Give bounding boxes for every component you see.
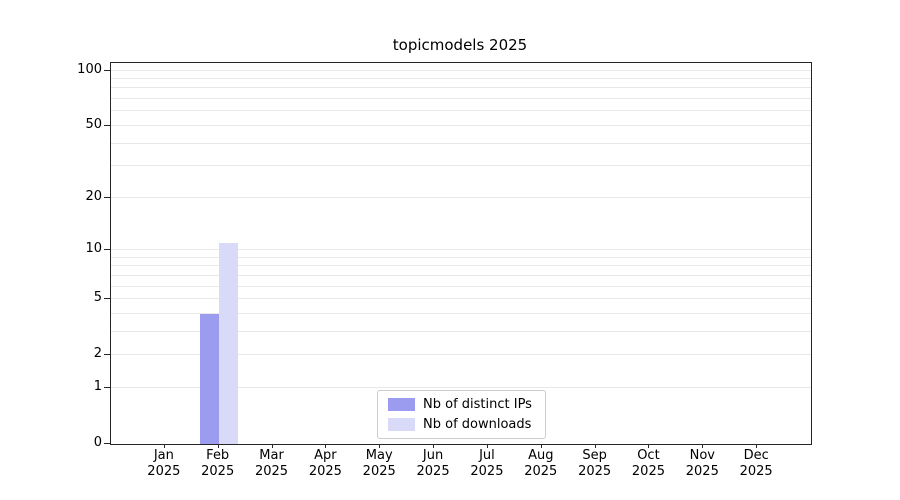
legend: Nb of distinct IPs Nb of downloads	[377, 390, 546, 439]
gridline	[111, 249, 811, 250]
x-tick-label: Apr 2025	[308, 448, 342, 479]
x-tick-mark	[486, 444, 488, 448]
x-tick-label: Dec 2025	[739, 448, 773, 479]
x-tick-label: Oct 2025	[631, 448, 665, 479]
bar-feb-series-1	[218, 242, 238, 444]
legend-item-downloads: Nb of downloads	[388, 417, 535, 432]
gridline	[111, 196, 811, 198]
gridline	[111, 69, 811, 71]
y-tick-label: 50	[85, 116, 102, 132]
x-tick-mark	[756, 444, 758, 448]
x-tick-label: Feb 2025	[201, 448, 235, 479]
x-tick-label: Nov 2025	[685, 448, 719, 479]
x-tick-mark	[217, 444, 219, 448]
gridline	[111, 78, 811, 80]
x-tick-label: Mar 2025	[254, 448, 289, 479]
x-tick-mark	[540, 444, 542, 448]
x-tick-mark	[271, 444, 273, 448]
x-tick-label: Sep 2025	[578, 448, 612, 479]
x-tick-mark	[379, 444, 381, 448]
x-tick-mark	[702, 444, 704, 448]
x-tick-label: May 2025	[362, 448, 396, 479]
gridline	[111, 265, 811, 267]
y-tick-label: 0	[93, 435, 102, 450]
y-tick-label: 1	[93, 378, 102, 394]
x-tick-mark	[648, 444, 650, 448]
gridline	[111, 110, 811, 112]
legend-swatch-distinct-ips	[388, 398, 415, 411]
gridline	[111, 142, 811, 144]
gridline	[111, 124, 811, 126]
y-tick-label: 20	[85, 188, 102, 204]
x-tick-label: Aug 2025	[524, 448, 558, 479]
x-tick-label: Jul 2025	[470, 448, 504, 479]
y-tick-mark	[104, 196, 110, 198]
x-tick-mark	[325, 444, 327, 448]
y-tick-label: 10	[85, 241, 102, 256]
gridline	[111, 87, 811, 89]
y-tick-mark	[104, 443, 110, 444]
y-tick-mark	[104, 69, 110, 71]
chart-title: topicmodels 2025	[392, 36, 528, 54]
y-tick-mark	[104, 386, 110, 388]
legend-item-distinct-ips: Nb of distinct IPs	[388, 397, 535, 412]
x-tick-mark	[433, 444, 435, 448]
x-tick-label: Jun 2025	[416, 448, 450, 479]
bar-feb-series-0	[199, 313, 219, 444]
y-tick-mark	[104, 249, 110, 250]
plot-area	[110, 62, 812, 445]
x-tick-mark	[163, 444, 165, 448]
gridline	[111, 274, 811, 276]
y-tick-label: 5	[93, 290, 102, 306]
gridline	[111, 298, 811, 300]
gridline	[111, 165, 811, 167]
y-tick-mark	[104, 354, 110, 356]
x-tick-label: Jan 2025	[147, 448, 181, 479]
y-tick-mark	[104, 124, 110, 126]
legend-label-distinct-ips: Nb of distinct IPs	[423, 397, 532, 412]
x-tick-mark	[594, 444, 596, 448]
gridline	[111, 98, 811, 100]
legend-swatch-downloads	[388, 418, 415, 431]
gridline	[111, 256, 811, 258]
y-tick-label: 2	[93, 346, 102, 362]
y-tick-mark	[104, 298, 110, 300]
legend-label-downloads: Nb of downloads	[423, 417, 532, 432]
gridline	[111, 285, 811, 287]
y-tick-label: 100	[77, 61, 102, 77]
